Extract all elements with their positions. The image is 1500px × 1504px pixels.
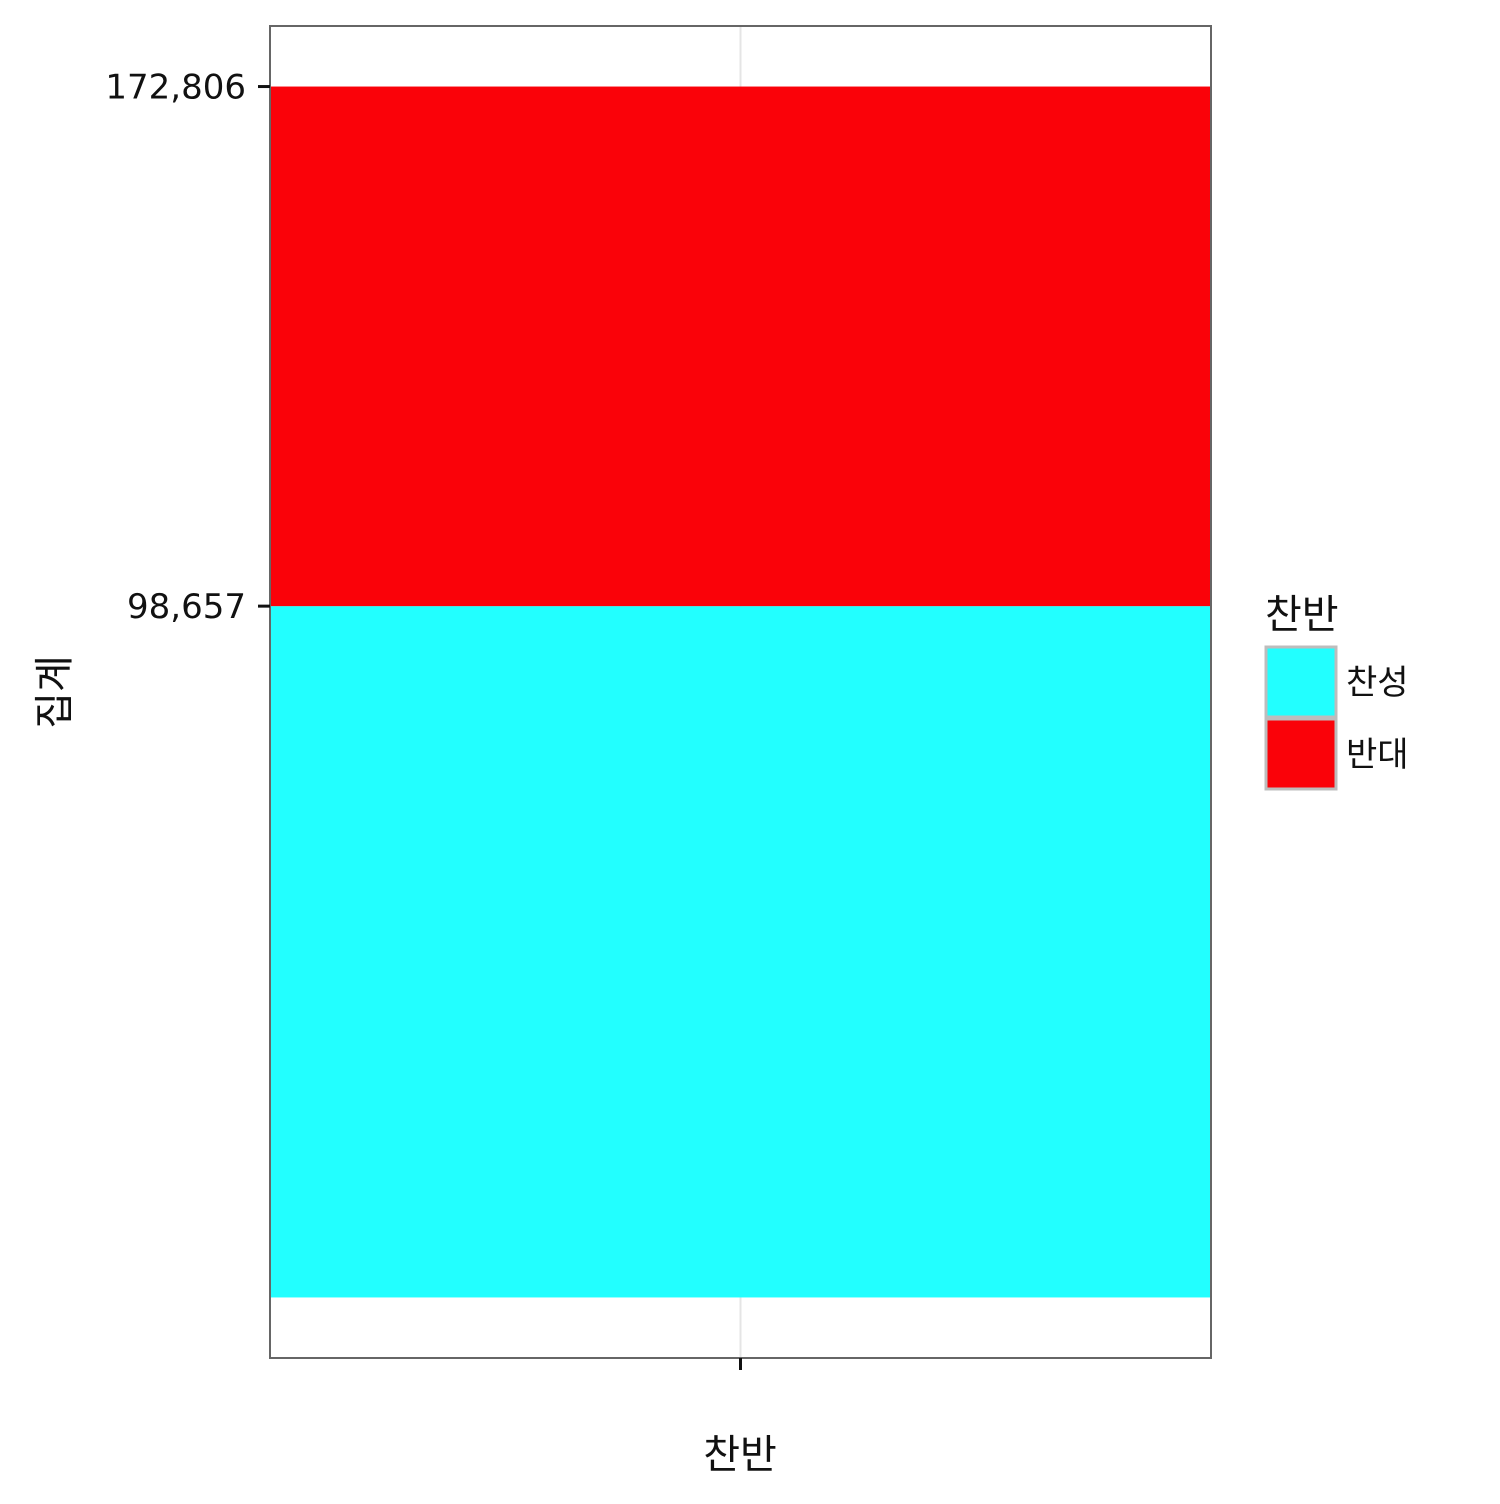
y-tick-label: 172,806	[105, 68, 246, 108]
legend-key-approve	[1264, 645, 1338, 719]
legend-key-oppose	[1264, 717, 1338, 791]
bar-segment-approve	[270, 606, 1211, 1298]
bars-layer	[270, 86, 1211, 1298]
y-axis: 98,657 172,806	[105, 68, 270, 627]
y-tick-label: 98,657	[127, 587, 246, 627]
bar-segment-oppose	[270, 86, 1211, 607]
x-axis-title: 찬반	[703, 1432, 777, 1478]
y-axis-title: 집계	[32, 655, 78, 729]
legend-title: 찬반	[1265, 592, 1339, 638]
legend-label-oppose: 반대	[1346, 735, 1409, 775]
legend-label-approve: 찬성	[1346, 663, 1409, 703]
